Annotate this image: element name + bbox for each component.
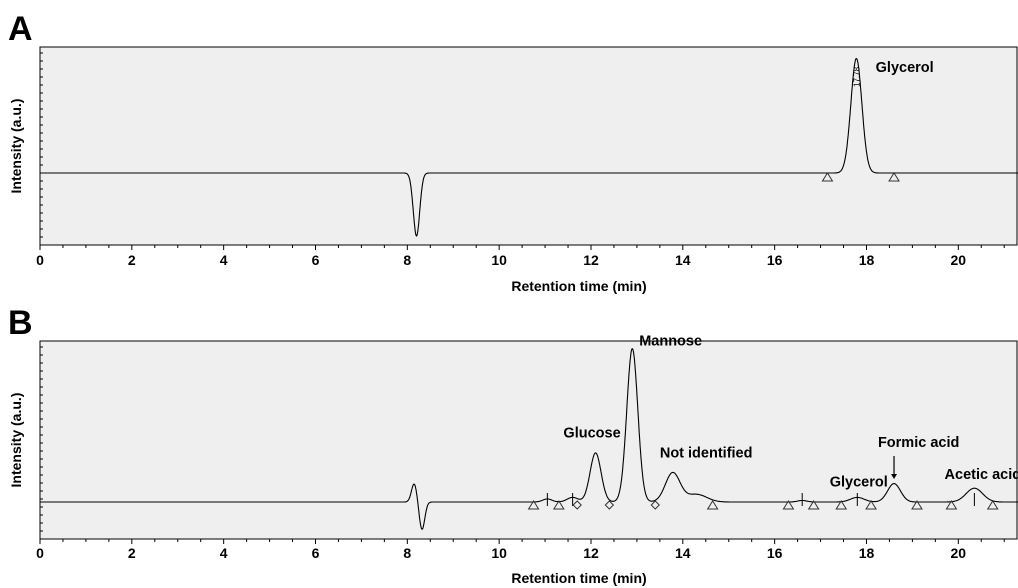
x-tick-label: 20 bbox=[951, 252, 967, 268]
baseline-triangle-marker bbox=[821, 172, 834, 182]
baseline-diamond-marker bbox=[572, 500, 582, 510]
peak-annotation: Formic acid bbox=[878, 435, 959, 451]
x-tick-label: 2 bbox=[128, 545, 136, 561]
x-axis-title: Retention time (min) bbox=[511, 278, 646, 294]
x-tick-label: 8 bbox=[403, 252, 411, 268]
baseline-triangle-marker bbox=[911, 500, 923, 510]
x-tick-label: 8 bbox=[403, 545, 411, 561]
x-tick-label: 20 bbox=[951, 545, 967, 561]
x-tick-label: 0 bbox=[36, 545, 44, 561]
x-tick-label: 10 bbox=[491, 545, 507, 561]
x-tick-label: 4 bbox=[220, 545, 228, 561]
x-axis-title: Retention time (min) bbox=[511, 570, 646, 586]
x-tick-label: 12 bbox=[583, 252, 599, 268]
x-tick-label: 10 bbox=[491, 252, 507, 268]
plot-area bbox=[39, 340, 1018, 540]
panel-b: 0 2 4 6 8 10 12 14 16 18 20 Retention time (min) Int… bbox=[8, 334, 1018, 586]
x-tick-label: 6 bbox=[312, 252, 320, 268]
baseline-triangle-marker bbox=[888, 172, 900, 182]
baseline-triangle-marker bbox=[807, 500, 820, 510]
panel-a: 0 2 4 6 8 10 12 14 16 18 20 Retention time (min) Int… bbox=[8, 46, 1018, 294]
baseline-diamond-marker bbox=[604, 500, 615, 510]
baseline-triangle-marker bbox=[865, 500, 877, 510]
x-tick-label: 16 bbox=[767, 252, 783, 268]
y-axis-title: Intensity (a.u.) bbox=[8, 393, 24, 488]
peak-retention-label: 17.78 bbox=[852, 66, 861, 87]
x-tick-label: 0 bbox=[36, 252, 44, 268]
chromatogram-trace bbox=[40, 57, 1018, 237]
baseline-diamond-marker bbox=[650, 500, 660, 510]
x-tick-label: 6 bbox=[312, 545, 320, 561]
x-tick-label: 4 bbox=[220, 252, 228, 268]
x-tick-label: 16 bbox=[767, 545, 783, 561]
peak-annotation: Mannose bbox=[639, 334, 702, 350]
x-tick-label: 18 bbox=[859, 545, 875, 561]
x-tick-label: 14 bbox=[675, 545, 691, 561]
baseline-triangle-marker bbox=[527, 500, 540, 510]
chromatogram-trace bbox=[40, 348, 1018, 530]
baseline-triangle-marker bbox=[706, 500, 719, 510]
baseline-triangle-marker bbox=[986, 500, 999, 510]
peak-annotation: Glycerol bbox=[876, 60, 934, 76]
x-tick-label: 2 bbox=[128, 252, 136, 268]
baseline-triangle-marker bbox=[945, 500, 958, 510]
y-axis-title: Intensity (a.u.) bbox=[8, 99, 24, 194]
baseline-triangle-marker bbox=[782, 500, 795, 510]
baseline-triangle-marker bbox=[835, 500, 848, 510]
x-tick-label: 18 bbox=[859, 252, 875, 268]
x-tick-label: 12 bbox=[583, 545, 599, 561]
baseline-triangle-marker bbox=[552, 500, 565, 510]
peak-annotation: Glucose bbox=[563, 426, 620, 442]
peak-annotation: Acetic acid bbox=[945, 467, 1018, 483]
peak-annotation: Not identified bbox=[660, 446, 753, 462]
annotation-arrowhead bbox=[891, 474, 898, 479]
x-tick-label: 14 bbox=[675, 252, 691, 268]
panel-letter-a: A bbox=[8, 10, 33, 48]
plot-area bbox=[39, 46, 1018, 246]
panel-letter-b: B bbox=[8, 304, 33, 342]
peak-annotation: Glycerol bbox=[830, 475, 888, 491]
